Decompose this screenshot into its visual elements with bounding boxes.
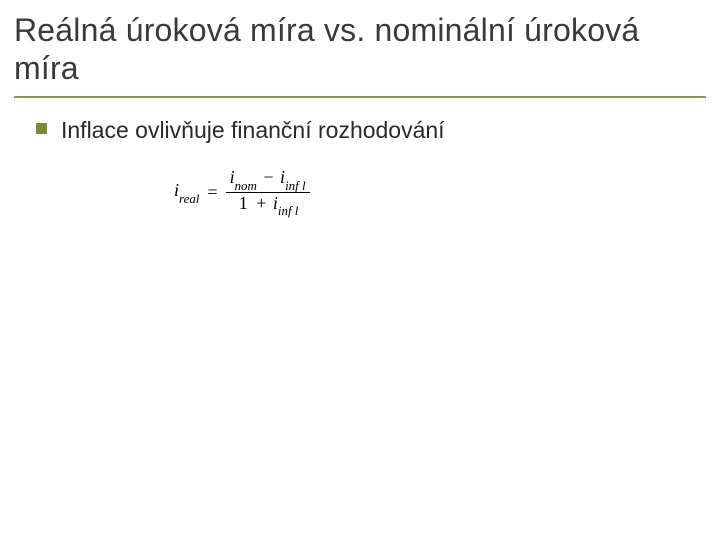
formula-numerator: inom − iinf l [226,167,310,192]
bullet-text: Inflace ovlivňuje finanční rozhodování [61,116,445,146]
num-a-base: i [230,167,235,187]
den-b-sub: inf l [278,203,299,218]
den-op: + [254,193,268,213]
title-container: Reálná úroková míra vs. nominální úrokov… [14,12,706,98]
num-b-sub: inf l [285,178,306,193]
formula-fraction: inom − iinf l 1 + iinf l [226,167,310,217]
formula-denominator: 1 + iinf l [233,193,303,217]
formula-lhs: ireal [174,180,199,205]
slide-title: Reálná úroková míra vs. nominální úrokov… [14,12,706,88]
formula-eq: = [207,182,217,203]
slide: Reálná úroková míra vs. nominální úrokov… [0,0,720,540]
num-op: − [261,167,275,187]
square-bullet-icon [36,123,47,134]
formula: ireal = inom − iinf l 1 + iinf l [174,167,706,217]
num-a-sub: nom [235,178,257,193]
bullet-item: Inflace ovlivňuje finanční rozhodování [14,116,706,146]
formula-lhs-sub: real [179,191,199,206]
den-a: 1 [237,193,250,213]
